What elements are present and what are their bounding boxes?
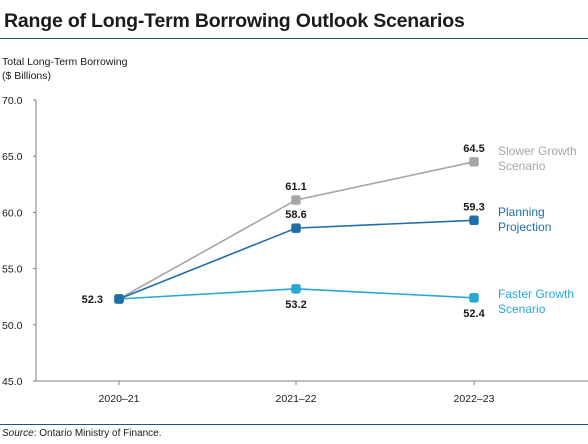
series-name-label: Scenario: [498, 302, 546, 316]
x-tick-label: 2020–21: [99, 393, 140, 405]
data-point: [291, 284, 301, 294]
data-point: [469, 157, 479, 167]
data-label: 61.1: [285, 181, 306, 193]
data-point: [469, 293, 479, 303]
data-label: 53.2: [285, 299, 306, 311]
data-label: 52.4: [463, 308, 485, 320]
source-label: Source: [2, 428, 34, 439]
data-label: 64.5: [463, 143, 484, 155]
data-label: 52.3: [82, 294, 103, 306]
x-tick-label: 2021–22: [276, 393, 317, 405]
y-axis-label-line-2: ($ Billions): [2, 70, 52, 82]
series-name-label: Scenario: [498, 159, 546, 173]
y-tick-label: 70.0: [2, 95, 23, 107]
data-point: [469, 215, 479, 226]
data-label: 59.3: [463, 201, 484, 213]
title-divider: [0, 38, 588, 39]
footer-divider: [0, 424, 588, 425]
series-name-label: Faster Growth: [498, 287, 574, 301]
data-label: 58.6: [285, 209, 306, 221]
y-tick-label: 55.0: [2, 264, 23, 276]
y-tick-label: 65.0: [2, 151, 23, 163]
line-chart: 45.0 50.0 55.0 60.0 65.0 70.0 2020–21 2021–22 20…: [2, 95, 588, 405]
series-name-label: Slower Growth: [498, 144, 577, 158]
series-name-label: Projection: [498, 220, 551, 234]
y-tick-label: 50.0: [2, 320, 23, 332]
x-tick-label: 2022–23: [454, 393, 495, 405]
data-point: [291, 223, 301, 233]
y-tick-label: 45.0: [2, 376, 23, 388]
data-point: [291, 195, 301, 205]
chart-title: Range of Long-Term Borrowing Outlook Sce…: [4, 10, 465, 32]
data-point: [114, 294, 124, 304]
series-name-label: Planning: [498, 205, 545, 219]
y-tick-label: 60.0: [2, 207, 23, 219]
y-axis-label-line-1: Total Long-Term Borrowing: [2, 56, 128, 68]
source-note: Source: Ontario Ministry of Finance.: [2, 428, 162, 439]
source-text: : Ontario Ministry of Finance.: [33, 428, 162, 439]
